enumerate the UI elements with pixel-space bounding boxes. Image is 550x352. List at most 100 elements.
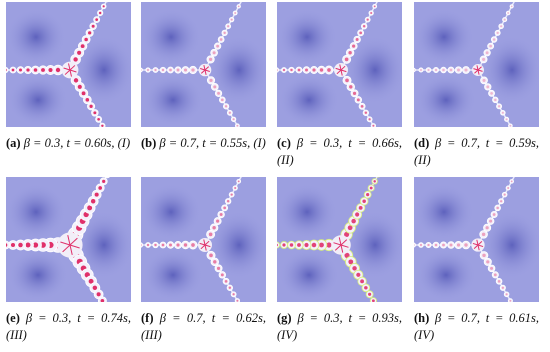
bead-core (220, 98, 224, 102)
bead-core (305, 68, 308, 72)
fractal-image (277, 2, 402, 127)
star-ray (338, 237, 342, 246)
bead-core (500, 25, 503, 28)
bead (480, 76, 488, 85)
bead-core (282, 243, 286, 247)
bead-core (102, 5, 105, 8)
bead-core (510, 5, 513, 8)
bead-core (358, 205, 363, 210)
bead-core (497, 105, 501, 108)
star-ray (477, 69, 480, 75)
bead-core (370, 11, 373, 15)
bead-core (25, 242, 31, 248)
bead-core (228, 286, 232, 290)
bead-core (427, 243, 430, 247)
bead-core (161, 243, 165, 247)
star-ray (200, 68, 206, 71)
bead-core (505, 118, 508, 121)
star-ray (69, 237, 78, 246)
star-ray (60, 241, 71, 246)
bead-core (73, 78, 79, 83)
bead (6, 66, 9, 74)
bead (6, 240, 10, 250)
bead (418, 67, 424, 73)
bead-core (419, 243, 423, 247)
bead-core (496, 206, 499, 210)
bead-core (48, 67, 53, 73)
caption: (h) β = 0.7, t = 0.61s, (IV) (414, 310, 539, 344)
bead (218, 96, 226, 104)
bead-core (489, 219, 493, 223)
bead-core (482, 57, 486, 61)
bead-core (209, 78, 213, 83)
bead-core (237, 5, 240, 8)
fractal-image (6, 177, 131, 302)
bead-core (326, 242, 332, 248)
bead (479, 55, 488, 64)
bead-core (507, 187, 510, 189)
caption-text: β = 0.3, t = 0.74s, (III) (6, 311, 132, 342)
bead (222, 103, 230, 110)
bead-core (510, 180, 513, 183)
bead-core (213, 85, 217, 89)
panel-label: (e) (6, 311, 20, 325)
bead (145, 67, 151, 73)
bead (226, 109, 233, 116)
bead-core (366, 18, 369, 21)
bead-core (228, 111, 231, 114)
bead-core (73, 57, 78, 62)
bead (230, 116, 237, 122)
bead-core (509, 124, 512, 127)
bead-core (373, 180, 376, 183)
bead-core (183, 243, 188, 247)
star-ray (204, 66, 210, 71)
bead (494, 204, 501, 212)
bead-core (319, 242, 324, 248)
caption-text: β = 0.7, t = 0.61s, (IV) (414, 311, 540, 342)
bead-core (344, 252, 350, 258)
bead-core (364, 111, 368, 115)
bead (439, 241, 448, 249)
bead (483, 49, 491, 57)
bead-core (32, 242, 39, 248)
bead (499, 284, 506, 291)
bead-core (208, 232, 213, 237)
star-ray (199, 242, 206, 246)
bead-core (359, 31, 363, 35)
bead-core (509, 299, 512, 302)
basin (279, 74, 339, 126)
bead-core (499, 200, 503, 203)
bead-core (6, 243, 8, 247)
fractal-image (6, 2, 131, 127)
bead-core (312, 68, 316, 72)
bead-core (494, 98, 497, 102)
bead-core (482, 253, 486, 258)
bead-core (493, 273, 497, 277)
bead-core (154, 68, 157, 72)
bead-core (464, 243, 468, 247)
bead-core (360, 104, 364, 108)
star-ray (477, 244, 484, 248)
bead (487, 42, 495, 50)
panel-label: (g) (277, 311, 292, 325)
bead-core (503, 18, 506, 21)
bead-core (77, 84, 82, 89)
bead (454, 240, 463, 250)
bead-core (169, 68, 172, 72)
bead-core (95, 18, 99, 21)
bead (507, 298, 513, 302)
basin (141, 184, 201, 240)
bead (509, 179, 514, 184)
bead-core (213, 260, 217, 264)
star-ray (340, 69, 343, 76)
bead (484, 83, 492, 91)
bead-core (41, 68, 45, 72)
bead-core (464, 68, 468, 72)
bead-core (420, 69, 422, 71)
basin (74, 211, 131, 279)
bead-core (87, 205, 93, 211)
bead-core (352, 91, 357, 95)
bead-core (442, 243, 445, 247)
star-ray (63, 67, 71, 71)
